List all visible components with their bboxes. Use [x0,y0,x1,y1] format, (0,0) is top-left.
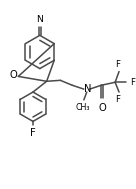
Text: F: F [116,60,121,69]
Text: N: N [84,84,92,94]
Text: O: O [10,70,17,81]
Text: CH₃: CH₃ [76,103,90,112]
Text: F: F [30,128,36,138]
Text: F: F [130,78,135,87]
Text: N: N [36,15,43,24]
Text: O: O [99,103,106,113]
Text: F: F [116,95,121,104]
